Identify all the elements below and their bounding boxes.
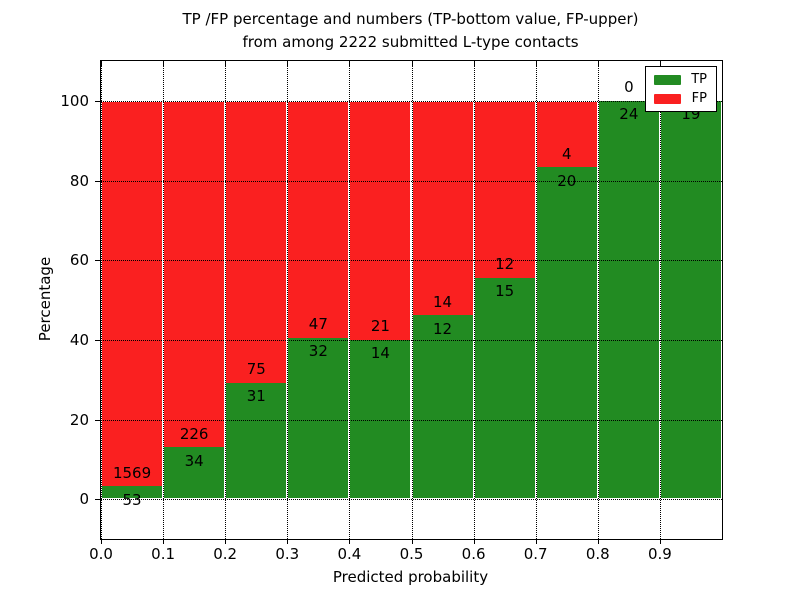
y-axis-tick — [95, 419, 100, 421]
y-axis-tick — [95, 180, 100, 182]
fp-bar-segment — [411, 100, 474, 316]
x-axis-top-tick — [287, 61, 289, 66]
legend-entry-fp: FP — [654, 92, 707, 105]
x-tick-label: 0.5 — [399, 545, 424, 563]
tp-count-label: 12 — [433, 319, 453, 338]
tp-count-label: 31 — [246, 387, 266, 406]
x-tick-label: 0.1 — [151, 545, 176, 563]
fp-count-label: 14 — [433, 292, 453, 311]
x-axis-top-tick — [163, 61, 165, 66]
x-gridline — [287, 61, 289, 539]
x-axis-top-tick — [349, 61, 351, 66]
tp-count-label: 15 — [495, 282, 515, 301]
fp-bar-segment — [473, 100, 536, 278]
y-tick-label: 80 — [69, 171, 89, 190]
fp-count-label: 75 — [246, 360, 266, 379]
x-axis-tick — [225, 539, 227, 544]
x-axis-top-tick — [101, 61, 102, 66]
chart-title: TP /FP percentage and numbers (TP-bottom… — [100, 8, 721, 54]
y-axis-tick — [95, 339, 100, 341]
x-axis-top-tick — [473, 61, 475, 66]
x-axis-tick — [597, 539, 599, 544]
y-tick-label: 40 — [69, 330, 89, 349]
x-gridline — [473, 61, 475, 539]
tp-bar-segment — [163, 447, 226, 500]
legend-label-tp: TP — [691, 72, 707, 87]
tp-bar-segment — [659, 100, 722, 500]
fp-count-label: 4 — [561, 144, 572, 163]
tp-bar-segment — [225, 382, 288, 500]
chart-title-line1: TP /FP percentage and numbers (TP-bottom… — [182, 10, 639, 28]
y-axis-label: Percentage — [36, 256, 54, 342]
x-tick-label: 0.6 — [461, 545, 486, 563]
fp-count-label: 1569 — [112, 463, 152, 482]
y-axis-tick — [95, 499, 100, 501]
x-axis-tick — [473, 539, 475, 544]
x-axis-tick — [287, 539, 289, 544]
tp-bar-segment — [473, 277, 536, 500]
y-tick-label: 60 — [69, 251, 89, 270]
x-gridline — [411, 61, 413, 539]
legend: TP FP — [645, 66, 717, 112]
x-tick-label: 0.3 — [275, 545, 300, 563]
fp-bar-segment — [101, 100, 164, 487]
x-axis-tick — [535, 539, 537, 544]
x-axis-tick — [101, 539, 102, 544]
x-gridline — [597, 61, 599, 539]
y-tick-label: 20 — [69, 410, 89, 429]
y-axis-tick — [95, 100, 100, 102]
x-axis-tick — [349, 539, 351, 544]
tp-bar-segment — [349, 339, 412, 500]
tp-bar-segment — [597, 100, 660, 500]
x-tick-label: 0.8 — [585, 545, 610, 563]
fp-bar-segment — [163, 100, 226, 448]
tp-count-label: 32 — [308, 342, 328, 361]
x-axis-top-tick — [535, 61, 537, 66]
x-gridline — [101, 61, 102, 539]
tp-count-label: 34 — [184, 451, 204, 470]
x-axis-tick — [163, 539, 165, 544]
tp-legend-swatch-icon — [654, 74, 681, 85]
x-axis-label: Predicted probability — [332, 568, 489, 586]
x-axis-top-tick — [411, 61, 413, 66]
fp-count-label: 21 — [370, 317, 390, 336]
tp-count-label: 53 — [122, 490, 142, 509]
fp-count-label: 47 — [308, 315, 328, 334]
x-gridline — [349, 61, 351, 539]
legend-label-fp: FP — [691, 91, 707, 106]
x-axis-top-tick — [597, 61, 599, 66]
tp-count-label: 20 — [557, 171, 577, 190]
x-axis-tick — [659, 539, 661, 544]
fp-count-label: 226 — [179, 424, 209, 443]
tp-bar-segment — [411, 315, 474, 500]
tp-bar-segment — [287, 337, 350, 500]
fp-legend-swatch-icon — [654, 93, 681, 104]
x-axis-tick — [411, 539, 413, 544]
y-tick-label: 100 — [60, 91, 89, 110]
fp-count-label: 0 — [624, 78, 634, 97]
x-gridline — [535, 61, 537, 539]
x-gridline — [163, 61, 165, 539]
x-tick-label: 0.2 — [213, 545, 238, 563]
y-tick-label: 0 — [79, 490, 89, 509]
x-tick-label: 0.7 — [523, 545, 548, 563]
x-gridline — [225, 61, 227, 539]
x-tick-label: 0.9 — [647, 545, 672, 563]
y-axis-tick — [95, 260, 100, 262]
chart-title-line2: from among 2222 submitted L-type contact… — [242, 33, 579, 51]
x-tick-label: 0.0 — [89, 545, 113, 563]
plot-area: 1569532263475314732211414121215420024019… — [60, 60, 723, 563]
x-axis-top-tick — [659, 61, 661, 66]
x-gridline — [659, 61, 661, 539]
fp-bar-segment — [287, 100, 350, 338]
x-tick-label: 0.4 — [337, 545, 362, 563]
x-axis-top-tick — [225, 61, 227, 66]
tp-count-label: 24 — [619, 105, 639, 124]
fp-bar-segment — [349, 100, 412, 340]
fp-count-label: 12 — [495, 255, 515, 274]
tp-bar-segment — [535, 167, 598, 500]
legend-entry-tp: TP — [654, 73, 707, 86]
tp-count-label: 14 — [370, 344, 390, 363]
